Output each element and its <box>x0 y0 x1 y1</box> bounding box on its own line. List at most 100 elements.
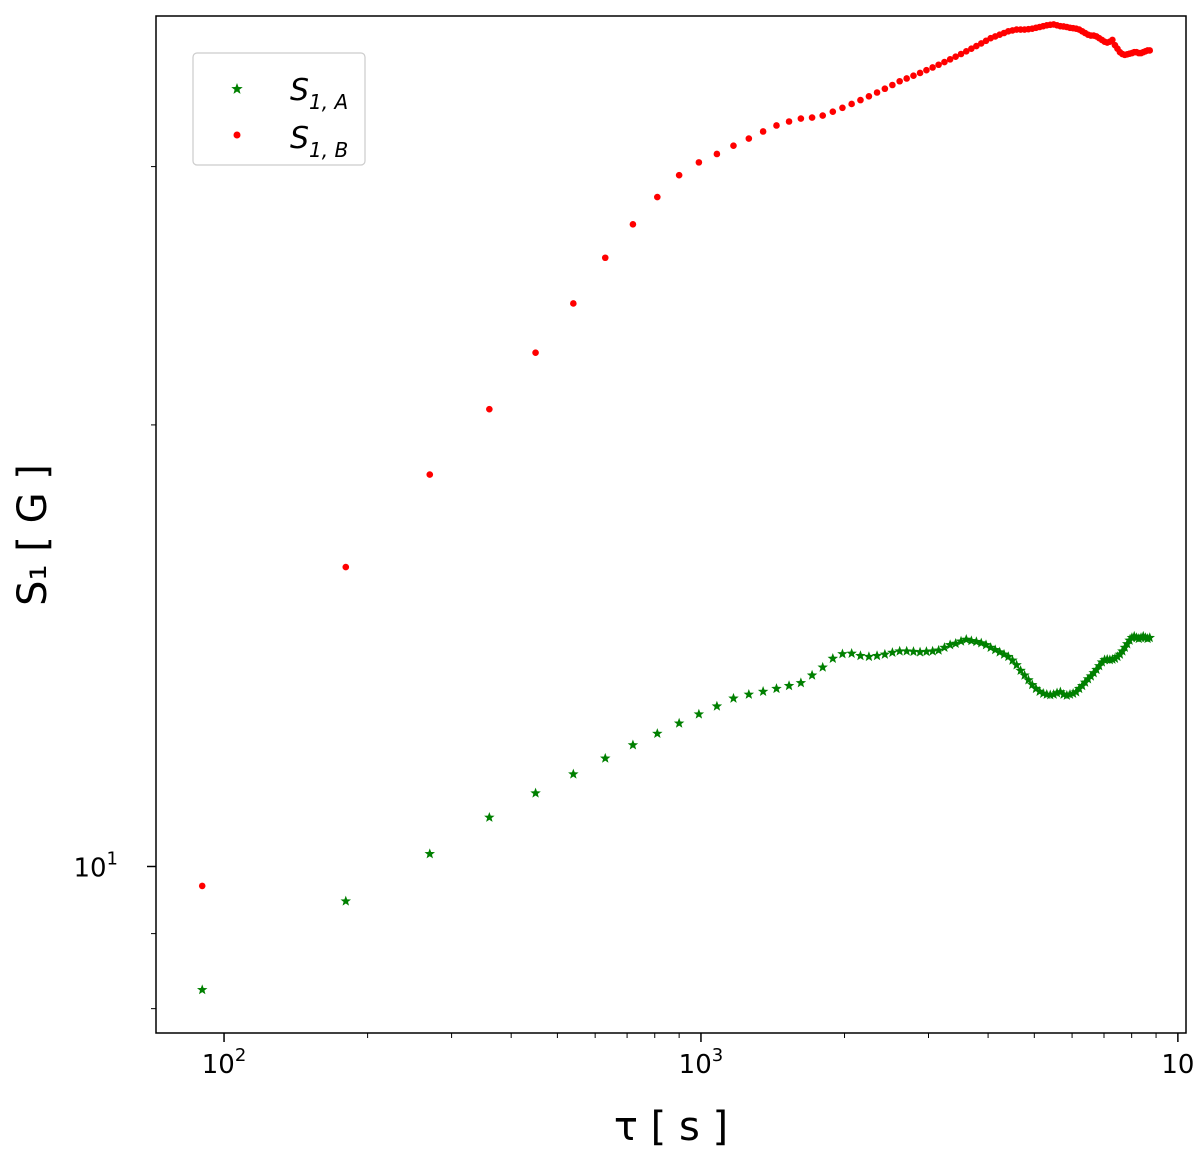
point-series-a <box>1073 683 1085 694</box>
point-series-b <box>957 50 965 58</box>
point-series-a <box>1027 679 1038 690</box>
point-series-b <box>941 58 948 66</box>
point-series-b <box>198 882 206 890</box>
axis-ticks: 102 103 10 101 <box>73 166 1194 1080</box>
point-series-a <box>933 644 944 655</box>
point-series-a <box>1034 686 1045 696</box>
point-series-b <box>973 42 980 50</box>
point-series-a <box>1007 654 1018 665</box>
point-series-a <box>1082 673 1094 684</box>
point-series-a <box>998 648 1010 659</box>
point-series-a <box>757 686 769 696</box>
point-series-a <box>966 635 977 646</box>
point-series-a <box>1076 680 1088 691</box>
point-series-a <box>1064 688 1076 699</box>
point-series-b <box>935 61 942 69</box>
point-series-b <box>910 72 917 80</box>
point-series-a <box>817 661 828 672</box>
point-series-a <box>921 646 932 657</box>
point-series-a <box>980 639 992 650</box>
point-series-a <box>771 683 782 694</box>
point-series-a <box>1129 630 1140 641</box>
point-series-a <box>1055 686 1066 697</box>
point-series-a <box>914 646 926 657</box>
series-b-points <box>198 21 1154 890</box>
point-series-a <box>1023 674 1034 685</box>
point-series-a <box>989 644 1001 655</box>
point-series-b <box>532 349 539 357</box>
point-series-b <box>426 471 434 478</box>
series-a-points <box>196 630 1155 995</box>
point-series-b <box>773 122 780 129</box>
point-series-a <box>837 648 848 659</box>
point-series-b <box>759 128 767 135</box>
point-series-b <box>695 159 703 166</box>
point-series-a <box>806 669 818 680</box>
point-series-a <box>711 700 723 711</box>
point-series-b <box>486 405 493 413</box>
point-series-a <box>855 650 866 661</box>
point-series-a <box>901 645 912 656</box>
point-series-a <box>1109 653 1121 663</box>
point-series-a <box>673 717 685 728</box>
point-series-a <box>887 647 898 658</box>
point-series-a <box>871 650 883 661</box>
point-series-a <box>693 708 705 719</box>
point-series-b <box>1146 47 1154 54</box>
point-series-b <box>881 85 889 93</box>
point-series-a <box>955 635 967 646</box>
point-series-a <box>743 688 755 699</box>
x-axis-label: τ [ s ] <box>614 1104 728 1150</box>
point-series-a <box>600 752 611 763</box>
point-series-a <box>827 653 839 663</box>
plot-frame <box>155 15 1187 1034</box>
point-series-b <box>745 135 753 142</box>
point-series-a <box>1051 687 1063 698</box>
point-series-a <box>530 787 541 798</box>
point-series-b <box>629 221 637 228</box>
point-series-a <box>728 692 739 703</box>
point-series-a <box>1144 632 1155 643</box>
point-series-a <box>1011 659 1022 670</box>
point-series-a <box>652 728 663 739</box>
point-series-b <box>923 66 930 74</box>
point-series-a <box>1126 632 1138 643</box>
point-series-a <box>1019 669 1030 680</box>
point-series-a <box>1030 683 1042 694</box>
point-series-a <box>927 645 938 656</box>
point-series-b <box>968 45 975 52</box>
point-series-a <box>944 639 956 650</box>
point-series-a <box>1067 687 1079 698</box>
point-series-a <box>994 646 1005 657</box>
point-series-b <box>946 56 954 63</box>
point-series-a <box>1045 689 1056 700</box>
legend-marker-series-a <box>231 83 243 94</box>
point-series-a <box>1079 676 1091 687</box>
y-tick-label: 101 <box>73 848 118 883</box>
x-tick-label: 102 <box>202 1045 247 1080</box>
point-series-a <box>1085 670 1097 681</box>
point-series-a <box>908 646 919 657</box>
point-series-b <box>896 77 903 85</box>
point-series-a <box>863 651 875 662</box>
point-series-b <box>962 48 970 55</box>
point-series-a <box>1088 667 1099 678</box>
legend: S1, A S1, B <box>192 52 366 166</box>
point-series-a <box>484 811 495 822</box>
point-series-b <box>857 96 864 104</box>
legend-label-series-a: S1, A <box>290 73 348 114</box>
point-series-b <box>873 89 881 96</box>
point-series-b <box>929 64 936 71</box>
point-series-a <box>783 680 795 691</box>
point-series-b <box>865 92 873 100</box>
point-series-a <box>939 642 950 653</box>
point-series-b <box>829 108 837 115</box>
point-series-a <box>424 848 435 859</box>
x-tick-label: 10 <box>1161 1050 1194 1080</box>
point-series-a <box>1015 665 1026 676</box>
legend-dot-marker <box>233 131 241 139</box>
point-series-b <box>808 114 816 121</box>
point-series-b <box>797 115 805 122</box>
point-series-b <box>848 100 855 108</box>
point-series-b <box>1109 36 1116 44</box>
